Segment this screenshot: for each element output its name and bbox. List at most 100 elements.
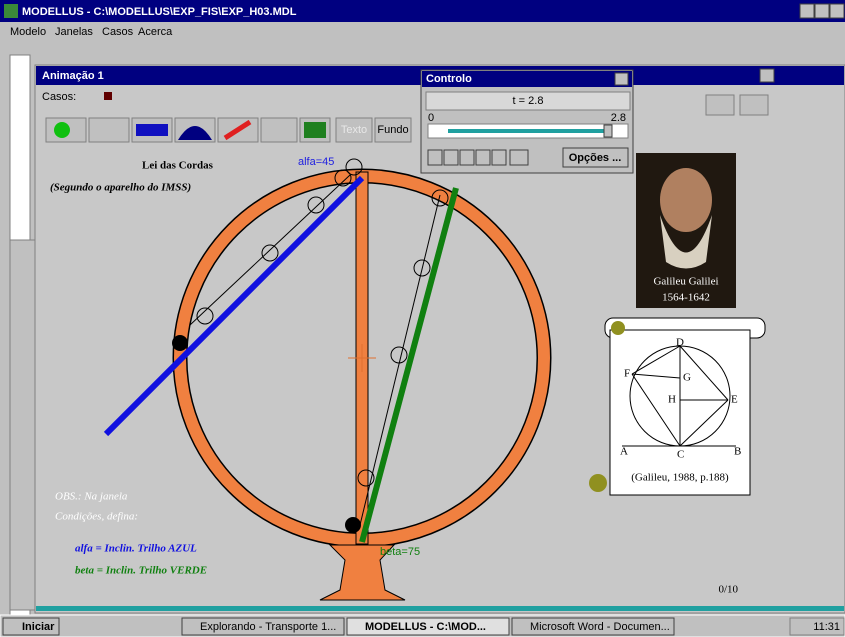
point-label: G: [683, 372, 691, 384]
case-swatch[interactable]: [104, 92, 112, 100]
clock: 11:31: [813, 621, 840, 633]
trail-line: [189, 174, 351, 326]
playback-buttons: [427, 149, 529, 166]
alpha-label: alfa=45: [298, 156, 334, 168]
trail-line: [359, 194, 441, 526]
trail-circle: [431, 189, 449, 207]
tool-button[interactable]: [260, 117, 298, 143]
definition: alfa = Inclin. Trilho AZUL: [75, 543, 197, 555]
portrait-years: 1564-1642: [662, 292, 710, 304]
trail-circle: [345, 158, 363, 176]
point-label: D: [676, 337, 684, 349]
menu-item[interactable]: Acerca: [138, 26, 173, 38]
close-button[interactable]: [829, 3, 845, 19]
trail-circle: [307, 196, 325, 214]
menu-item[interactable]: Casos: [102, 26, 134, 38]
background-window: [9, 239, 36, 611]
point-label: A: [620, 446, 628, 458]
slider-track: [448, 129, 608, 133]
page-counter: 0/10: [718, 584, 738, 596]
time-value: t = 2.8: [513, 95, 544, 107]
apparatus: [103, 158, 552, 601]
note: OBS.: Na janela: [55, 491, 128, 503]
tool-icon: [178, 126, 212, 140]
slider-max: 2.8: [611, 112, 626, 124]
play-button[interactable]: [427, 149, 443, 166]
minimize-button[interactable]: [799, 3, 815, 19]
tool-icon: [223, 119, 252, 141]
figure-line: [679, 399, 729, 447]
replay-button[interactable]: [509, 149, 529, 166]
control-title: Controlo: [426, 73, 472, 85]
animation-close[interactable]: [759, 68, 775, 83]
task-button[interactable]: [181, 617, 345, 636]
trail-circle: [357, 469, 375, 487]
portrait-name: Galileu Galilei: [653, 276, 718, 288]
point-label: B: [734, 446, 741, 458]
tool-button[interactable]: [739, 94, 769, 116]
task-label: MODELLUS - C:\MOD...: [365, 621, 486, 633]
tool-icon: [304, 122, 326, 138]
point-label: C: [677, 449, 684, 461]
subheading: (Segundo o aparelho do IMSS): [50, 182, 191, 194]
figure-line: [631, 373, 681, 447]
step-button[interactable]: [475, 149, 491, 166]
text-button[interactable]: [335, 117, 373, 143]
scroll-curl: [611, 321, 625, 335]
pause-button[interactable]: [443, 149, 459, 166]
point-label: H: [668, 394, 676, 406]
blue-track: [103, 175, 365, 437]
figure-line: [631, 345, 681, 375]
note: Condições, defina:: [55, 511, 138, 523]
animation-title: Animação 1: [42, 70, 104, 82]
task-label: Explorando - Transporte 1...: [200, 621, 336, 633]
task-button[interactable]: [346, 617, 510, 636]
figure-letters: D F G H E A C B: [620, 337, 741, 461]
background-button[interactable]: [374, 117, 412, 143]
point-label: F: [624, 368, 630, 380]
ball: [345, 517, 361, 533]
point-label: E: [731, 394, 738, 406]
options-label: Opções ...: [569, 152, 622, 164]
task-label: Microsoft Word - Documen...: [530, 621, 670, 633]
figure-line: [679, 345, 729, 401]
trail-circle: [334, 169, 352, 187]
slider-thumb[interactable]: [603, 124, 613, 138]
definition: beta = Inclin. Trilho VERDE: [75, 565, 207, 577]
tool-icon: [136, 124, 168, 136]
menu-item[interactable]: Modelo: [10, 26, 46, 38]
control-title-bar: [422, 71, 632, 87]
task-button[interactable]: [511, 617, 675, 636]
button-label: Texto: [341, 124, 367, 136]
time-display: [425, 91, 631, 111]
window-title: MODELLUS - C:\MODELLUS\EXP_FIS\EXP_H03.M…: [22, 6, 297, 18]
slider-min: 0: [428, 112, 434, 124]
tray: [789, 617, 845, 636]
app-icon: [4, 4, 18, 18]
figure-caption: (Galileu, 1988, p.188): [631, 472, 729, 484]
heading: Lei das Cordas: [142, 160, 214, 172]
options-button[interactable]: [562, 147, 629, 168]
rewind-button[interactable]: [491, 149, 507, 166]
green-track: [359, 187, 459, 543]
toolbar: Texto Fundo: [45, 94, 769, 143]
tool-button[interactable]: [705, 94, 735, 116]
trail-circle: [390, 346, 408, 364]
figure-line: [631, 373, 681, 379]
tool-button[interactable]: [88, 117, 130, 143]
scroll-curl: [589, 474, 607, 492]
beta-label: beta=75: [380, 546, 420, 558]
start-button[interactable]: [2, 617, 60, 636]
control-close[interactable]: [614, 72, 629, 86]
trail-circles: [196, 158, 449, 487]
portrait-beard: [660, 215, 712, 269]
button-label: Fundo: [377, 124, 408, 136]
step-button[interactable]: [459, 149, 475, 166]
menu-item[interactable]: Janelas: [55, 26, 93, 38]
progress-bar: [36, 606, 844, 611]
trail-circle: [261, 244, 279, 262]
maximize-button[interactable]: [814, 3, 830, 19]
portrait-face: [660, 168, 712, 232]
start-label: Iniciar: [22, 621, 55, 633]
